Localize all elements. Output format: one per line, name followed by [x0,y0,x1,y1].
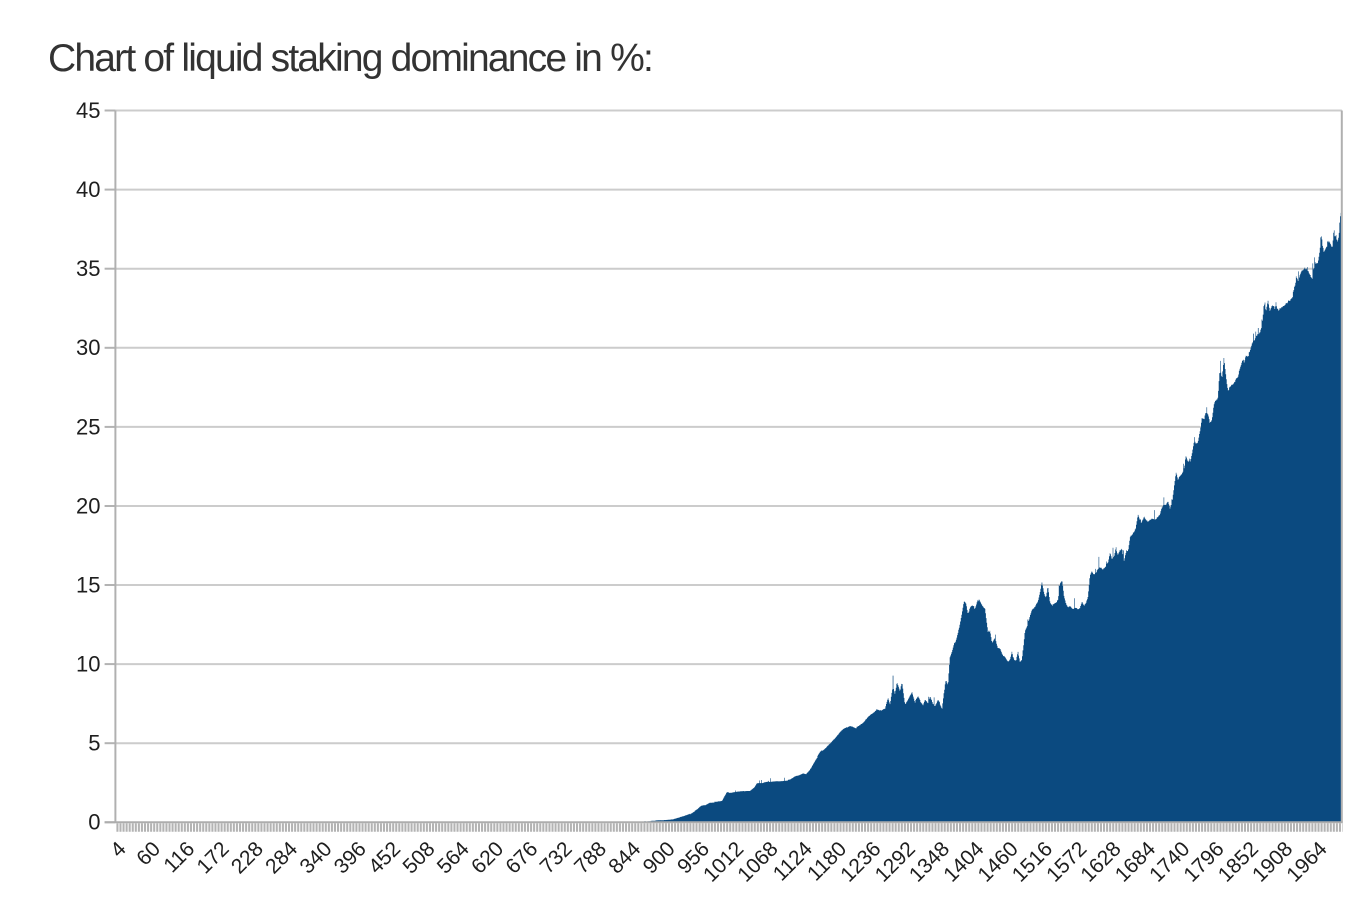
svg-text:0: 0 [88,810,100,835]
svg-text:10: 10 [76,652,100,677]
svg-text:40: 40 [76,177,100,202]
svg-text:30: 30 [76,335,100,360]
svg-text:45: 45 [76,98,100,123]
svg-text:15: 15 [76,572,100,597]
svg-text:25: 25 [76,414,100,439]
svg-text:5: 5 [88,731,100,756]
svg-text:20: 20 [76,493,100,518]
svg-text:35: 35 [76,256,100,281]
svg-text:Chart of liquid staking domina: Chart of liquid staking dominance in %: [48,37,652,80]
